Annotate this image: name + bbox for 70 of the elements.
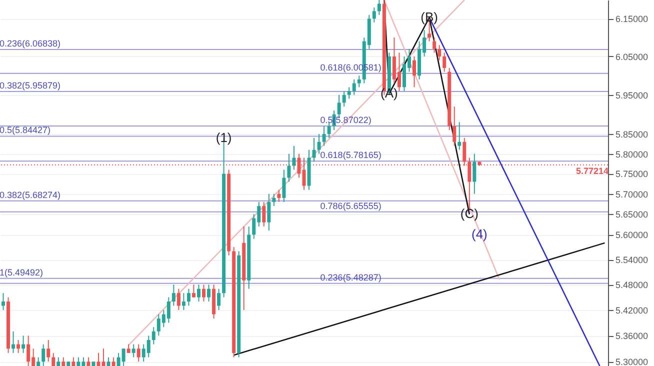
candlestick [46, 339, 50, 362]
y-tick-label: 6.15000 [616, 14, 648, 24]
candlestick [292, 145, 296, 170]
candlestick [202, 284, 206, 302]
y-tick-label: 5.30000 [616, 357, 648, 366]
candlestick [196, 284, 200, 302]
data-label: (A) [380, 86, 398, 101]
candlestick [136, 344, 140, 362]
y-tick-label: 5.60000 [616, 230, 648, 240]
candlestick [357, 75, 361, 88]
y-tick-label: 5.48000 [616, 280, 648, 290]
candlestick [472, 153, 476, 194]
y-tick-label: 5.95000 [616, 90, 648, 100]
candlestick [342, 90, 346, 108]
candlestick [207, 284, 211, 302]
candlestick [432, 36, 436, 54]
candlestick [377, 0, 381, 16]
candlestick [287, 153, 291, 182]
y-tick-label: 5.54000 [616, 255, 648, 266]
candlestick [442, 52, 446, 72]
candlestick [347, 86, 351, 100]
y-tick-label: 6.05000 [616, 52, 648, 62]
candlestick [16, 339, 20, 354]
ref-line-label: 0.618(5.78165) [320, 150, 382, 160]
candlestick [2, 292, 6, 311]
candlestick [132, 344, 136, 358]
candlestick [277, 189, 281, 202]
text: (1) [216, 130, 232, 145]
y-tick-label: 5.65000 [616, 210, 648, 220]
candlestick [217, 288, 221, 311]
annotation: (4) [471, 226, 488, 242]
candlestick [96, 352, 100, 366]
candlestick [412, 56, 416, 88]
data-label: (B) [420, 10, 438, 25]
y-tick-label: 5.70000 [616, 189, 648, 200]
y-tick-label: 5.80000 [616, 149, 648, 160]
y-tick-label: 5.36000 [616, 331, 648, 342]
candlestick [458, 122, 462, 150]
candlestick [317, 133, 321, 154]
candlestick [22, 335, 26, 354]
candlestick [322, 126, 326, 146]
ref-line-label: 0.786(5.65555) [320, 200, 382, 211]
candlestick [262, 201, 266, 227]
candlestick [372, 6, 376, 23]
candlestick [272, 193, 276, 207]
candlestick [172, 284, 176, 306]
candlestick [452, 106, 456, 146]
candlestick [186, 288, 190, 306]
ref-line-label: 0.5(5.84427) [0, 125, 51, 136]
candlestick [267, 193, 271, 232]
candlestick [52, 352, 56, 366]
candlestick [352, 78, 356, 96]
candlestick [176, 288, 180, 311]
ref-line-label: 1(5.49492) [0, 267, 44, 278]
ref-line-label: 0.382(5.95879) [0, 80, 61, 90]
candlestick [42, 344, 46, 366]
candlestick [438, 44, 442, 61]
ref-line-label: 0.382(5.68274) [0, 190, 61, 200]
candlestick [192, 284, 196, 298]
y-tick-label: 5.85000 [616, 129, 648, 140]
candlestick [102, 348, 106, 366]
candlestick [312, 137, 316, 162]
candlestick [152, 326, 156, 345]
y-tick-label: 5.75000 [616, 169, 648, 180]
y-tick-label: 5.42000 [616, 306, 648, 316]
candlestick [12, 330, 16, 354]
candlestick [282, 169, 286, 202]
candlestick [182, 292, 186, 311]
ref-line-label: 0.236(6.06838) [0, 38, 61, 48]
data-label: (C) [460, 206, 478, 222]
